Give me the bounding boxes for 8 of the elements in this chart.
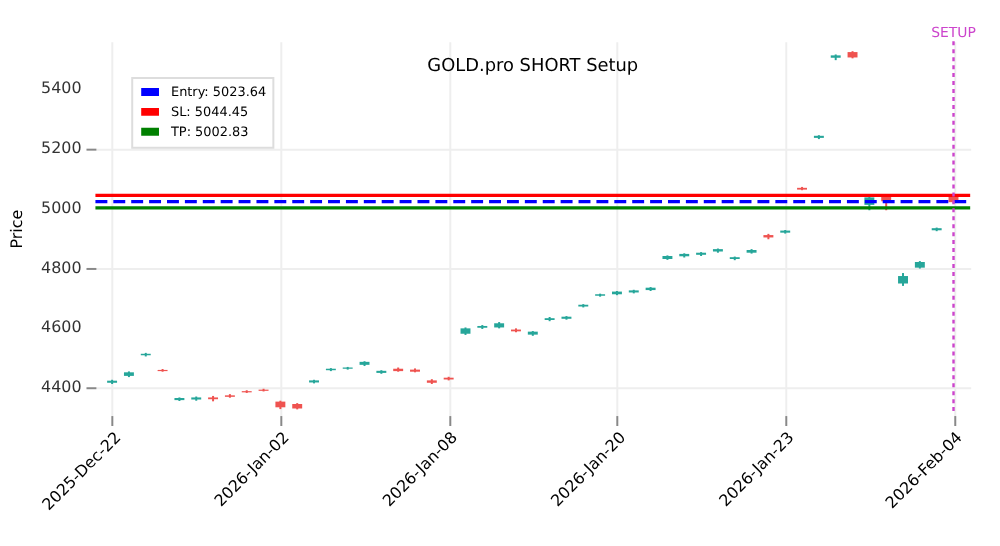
- y-axis-title: Price: [7, 209, 26, 249]
- y-tick-label: 4400: [41, 378, 82, 397]
- y-tick-label: 4800: [41, 258, 82, 277]
- y-tick-label: 5200: [41, 138, 82, 157]
- y-tick-label: 4600: [41, 318, 82, 337]
- y-tick-label: 5400: [41, 79, 82, 98]
- text: GOLD.pro SHORT Setup: [427, 57, 639, 78]
- y-tick-label: 5000: [41, 198, 82, 217]
